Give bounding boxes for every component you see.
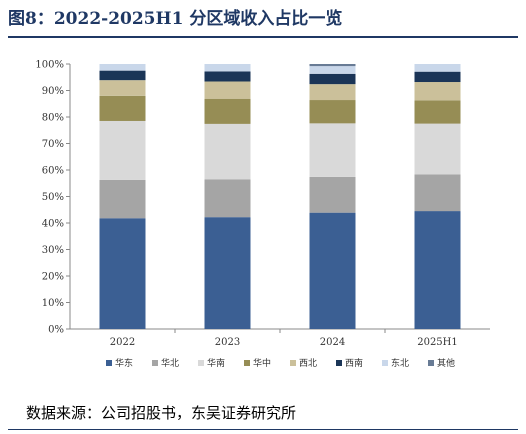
bar-segment [414,64,461,72]
bar-segment [204,217,251,329]
bar-segment [414,71,461,83]
bar-segment [309,66,356,74]
bar-segment [99,64,146,71]
bar-segment [309,176,356,213]
legend-label: 西南 [345,357,363,369]
legend: 华东 华北 华南 华中 西北 西南 东北 其他 [106,357,455,369]
bar-segment [99,70,146,81]
bar-segment [204,123,251,180]
x-tick-label: 2025H1 [417,337,458,348]
bar-segment [414,82,461,101]
legend-swatch [290,360,296,366]
legend-label: 其他 [437,357,455,369]
bar-segment [99,218,146,329]
bar-segment [99,80,146,96]
y-tick-label: 50% [42,192,64,203]
stacked-bar-chart: 0% 10% 20% 30% 40% 50% 60% 70% 80% 90% 100% 2022 202… [35,60,490,369]
bar-segment [309,73,356,85]
y-tick-label: 20% [42,272,64,283]
x-tick-label: 2024 [320,337,345,348]
bar-segment [309,64,356,67]
legend-swatch [152,360,158,366]
bar-segment [99,179,146,219]
chart-title: 图8：2022-2025H1 分区域收入占比一览 [8,9,343,29]
bar-segment [204,71,251,82]
x-tick-label: 2023 [215,337,240,348]
legend-label: 华东 [115,357,133,369]
title-divider [8,36,518,38]
legend-label: 华中 [253,357,271,369]
legend-swatch [244,360,250,366]
bars-layer [99,64,461,329]
legend-swatch [336,360,342,366]
bar-segment [99,95,146,121]
bar-segment [309,84,356,101]
bar-segment [414,174,461,212]
legend-swatch [106,360,112,366]
bar-segment [204,64,251,72]
y-tick-label: 70% [42,139,64,150]
legend-label: 东北 [391,357,409,369]
bar-segment [414,123,461,175]
y-tick-label: 80% [42,113,64,124]
y-tick-label: 0% [48,325,64,336]
y-tick-label: 40% [42,219,64,230]
bar-segment [204,81,251,99]
legend-swatch [428,360,434,366]
x-tick-label: 2022 [110,337,135,348]
legend-label: 华南 [207,357,225,369]
bar-segment [309,123,356,177]
y-tick-label: 60% [42,166,64,177]
bar-segment [309,212,356,329]
bar-segment [414,211,461,329]
bar-segment [99,120,146,180]
axes-layer: 0% 10% 20% 30% 40% 50% 60% 70% 80% 90% 100% 2022 202… [35,60,490,348]
bar-segment [204,179,251,218]
bar-segment [414,100,461,124]
bar-segment [309,100,356,124]
bottom-divider [8,429,518,430]
legend-label: 西北 [299,358,317,369]
y-tick-label: 100% [35,60,64,71]
legend-label: 华北 [161,357,179,369]
legend-swatch [382,360,388,366]
y-tick-label: 10% [42,298,64,309]
bar-segment [204,98,251,124]
source-note: 数据来源：公司招股书，东吴证券研究所 [26,404,297,422]
y-tick-label: 30% [42,245,64,256]
legend-swatch [198,360,204,366]
y-tick-label: 90% [42,86,64,97]
